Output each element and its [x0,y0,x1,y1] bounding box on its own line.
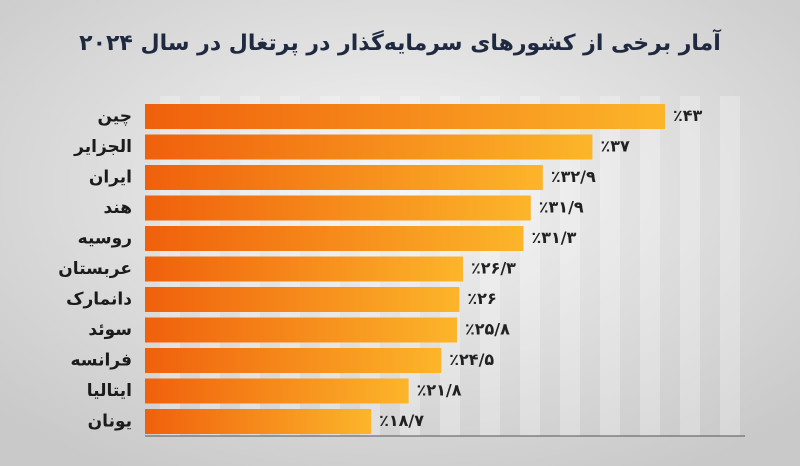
bar [145,104,665,129]
bar [145,165,543,190]
category-label: عربستان [58,259,132,279]
category-label: سوئد [88,320,132,340]
bar [145,409,372,434]
value-label: ٪۲۶/۳ [471,259,516,278]
category-label: چین [98,107,133,127]
bar [145,256,464,282]
value-label: ٪۴۳ [673,106,703,125]
category-label: فرانسه [70,351,132,371]
value-label: ٪۳۱/۳ [532,228,577,247]
category-label: هند [103,198,132,218]
value-label: ٪۲۵/۸ [465,320,510,339]
chart-title: آمار برخی از کشورهای سرمایه‌گذار در پرتغ… [79,28,721,56]
bar [145,287,460,312]
bar [145,134,593,160]
category-label: یونان [88,412,132,432]
value-label: ٪۱۸/۷ [379,411,424,430]
category-label: دانمارک [66,290,132,310]
value-label: ٪۲۴/۵ [449,350,494,369]
bar [145,348,442,373]
value-label: ٪۲۶ [467,289,496,308]
category-label: روسیه [78,229,132,249]
category-label: ایتالیا [87,381,132,401]
value-label: ٪۳۷ [600,137,630,156]
bar [145,317,457,343]
category-label: الجزایر [73,137,132,157]
category-label: ایران [89,168,132,188]
bar [145,378,409,404]
value-label: ٪۲۱/۸ [417,381,462,400]
bar [145,195,531,221]
bar [145,226,524,251]
value-label: ٪۳۲/۹ [551,167,596,186]
value-label: ٪۳۱/۹ [539,198,584,217]
